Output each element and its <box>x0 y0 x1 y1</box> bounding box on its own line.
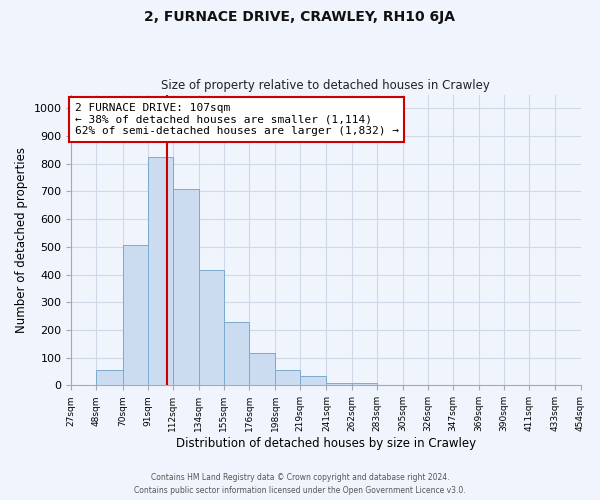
Bar <box>275 370 300 386</box>
Bar <box>326 382 352 386</box>
X-axis label: Distribution of detached houses by size in Crawley: Distribution of detached houses by size … <box>176 437 476 450</box>
Y-axis label: Number of detached properties: Number of detached properties <box>15 147 28 333</box>
Bar <box>199 270 224 386</box>
Text: Contains HM Land Registry data © Crown copyright and database right 2024.
Contai: Contains HM Land Registry data © Crown c… <box>134 474 466 495</box>
Text: 2, FURNACE DRIVE, CRAWLEY, RH10 6JA: 2, FURNACE DRIVE, CRAWLEY, RH10 6JA <box>145 10 455 24</box>
Bar <box>148 157 173 386</box>
Bar <box>249 352 275 386</box>
Bar <box>97 370 122 386</box>
Bar <box>122 246 148 386</box>
Bar <box>173 188 199 386</box>
Bar <box>300 376 326 386</box>
Bar <box>224 322 249 386</box>
Bar <box>352 382 377 386</box>
Text: 2 FURNACE DRIVE: 107sqm
← 38% of detached houses are smaller (1,114)
62% of semi: 2 FURNACE DRIVE: 107sqm ← 38% of detache… <box>75 103 399 136</box>
Title: Size of property relative to detached houses in Crawley: Size of property relative to detached ho… <box>161 79 490 92</box>
